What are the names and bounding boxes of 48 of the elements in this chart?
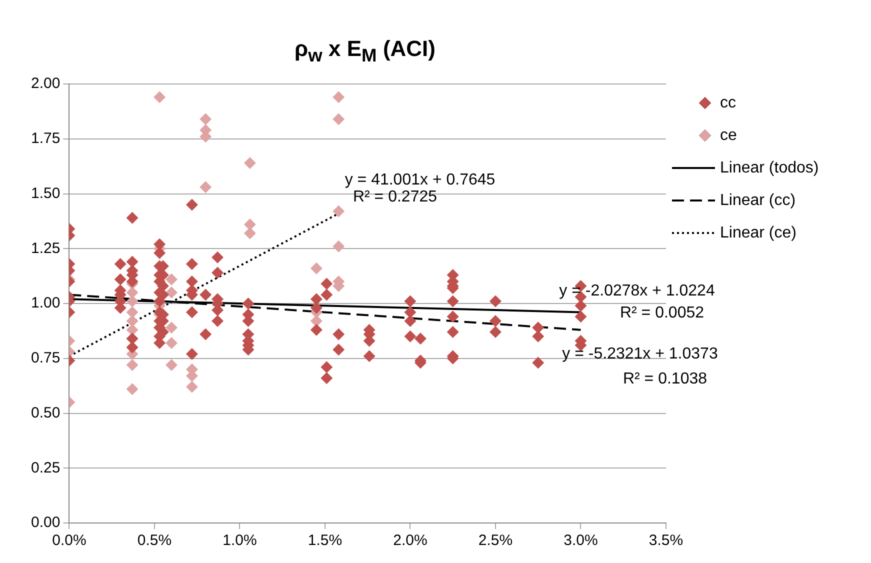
y-tick-label: 1.25 — [30, 240, 60, 257]
x-tick-label: 0.5% — [137, 532, 172, 550]
annotation: R² = 0.2725 — [352, 188, 438, 206]
chart-title: ρ$_{w}$ x E$_{M}$ (ACI) — [294, 36, 436, 66]
legend-label: cc — [720, 94, 736, 112]
annotation: R² = 0.0052 — [620, 304, 704, 322]
y-tick-label: 1.50 — [30, 184, 60, 202]
point — [310, 262, 322, 274]
x-tick-label: 1.5% — [308, 532, 342, 550]
point — [186, 380, 198, 393]
point — [332, 205, 345, 218]
annotation: y = 41.001x + 0.7645 — [344, 171, 496, 188]
point — [126, 306, 138, 318]
point — [200, 181, 212, 194]
x-tick-label: 0.0% — [52, 532, 86, 550]
legend-label: Linear (ce) — [720, 224, 796, 242]
y-tick-label: 0.25 — [30, 459, 60, 476]
x-tick-label: 2.5% — [478, 532, 513, 550]
point — [332, 113, 345, 126]
point — [126, 358, 138, 371]
point — [244, 218, 256, 230]
point — [166, 273, 178, 286]
point — [332, 91, 345, 104]
y-tick-label: 2.00 — [30, 75, 60, 92]
y-tick-label: 0.75 — [30, 350, 60, 367]
point — [166, 322, 178, 334]
point — [166, 358, 178, 371]
y-tick-label: 1.75 — [30, 130, 60, 148]
y-tick-label: 0.50 — [30, 404, 60, 422]
point — [244, 157, 256, 170]
y-tick-label: 1.00 — [30, 294, 60, 312]
legend-label: Linear (cc) — [720, 192, 796, 209]
point — [244, 227, 256, 240]
point — [126, 383, 138, 396]
x-tick-label: 1.0% — [222, 532, 257, 550]
point — [166, 337, 178, 350]
x-tick-label: 3.0% — [564, 532, 598, 550]
annotation: R² = 0.1038 — [622, 370, 708, 388]
point — [166, 286, 178, 299]
x-tick-label: 2.0% — [393, 532, 428, 550]
point — [200, 113, 212, 126]
y-tick-label: 0.00 — [30, 514, 60, 532]
legend-label: ce — [720, 126, 737, 144]
point — [332, 240, 345, 252]
legend-label: Linear (todos) — [720, 159, 819, 176]
x-tick-label: 3.5% — [648, 532, 684, 550]
point — [154, 91, 166, 104]
annotation: y = -5.2321x + 1.0373 — [562, 345, 718, 362]
